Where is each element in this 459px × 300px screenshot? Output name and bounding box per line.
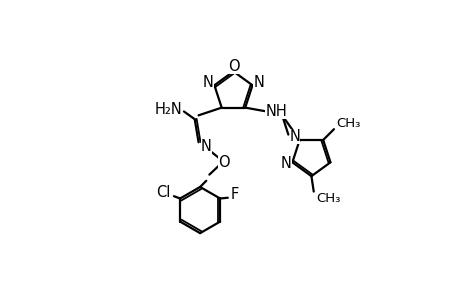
- Text: N: N: [280, 156, 291, 171]
- Text: N: N: [202, 75, 213, 90]
- Text: H₂N: H₂N: [154, 102, 182, 117]
- Text: N: N: [252, 75, 263, 90]
- Text: CH₃: CH₃: [336, 116, 360, 130]
- Text: N: N: [201, 140, 211, 154]
- Text: F: F: [230, 187, 238, 202]
- Text: Cl: Cl: [156, 185, 170, 200]
- Text: O: O: [228, 58, 240, 74]
- Text: O: O: [218, 155, 230, 170]
- Text: CH₃: CH₃: [315, 192, 340, 205]
- Text: N: N: [289, 129, 300, 144]
- Text: NH: NH: [264, 104, 286, 119]
